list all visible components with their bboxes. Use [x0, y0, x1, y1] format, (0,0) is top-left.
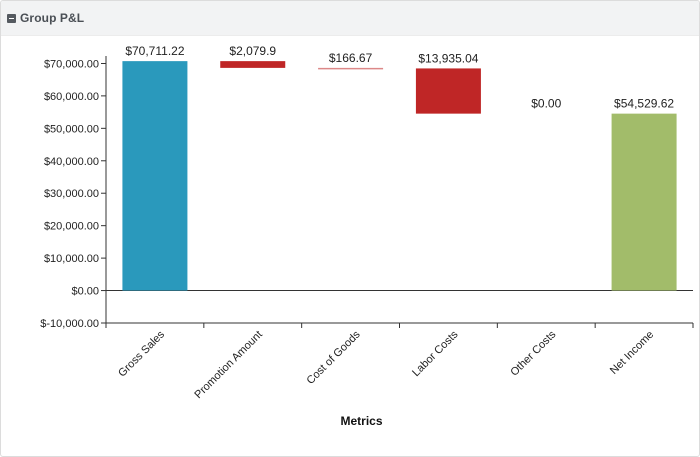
bar-promotion-amount	[220, 61, 286, 68]
y-tick-label: $70,000.00	[44, 58, 99, 70]
y-tick-label: $10,000.00	[44, 253, 99, 265]
x-tick-label: Gross Sales	[116, 328, 167, 379]
data-label: $0.00	[531, 97, 561, 111]
data-label: $13,935.04	[418, 51, 478, 65]
bar-net-income	[611, 113, 677, 291]
y-tick-label: $20,000.00	[44, 221, 99, 233]
minus-square-icon[interactable]	[7, 14, 16, 23]
y-tick-label: $-10,000.00	[40, 318, 99, 330]
panel-header: Group P&L	[1, 1, 699, 36]
y-tick-label: $80,000.00	[44, 36, 99, 38]
y-tick-label: $50,000.00	[44, 123, 99, 135]
y-tick-label: $30,000.00	[44, 188, 99, 200]
bar-gross-sales	[122, 61, 188, 291]
x-tick-label: Promotion Amount	[192, 329, 264, 401]
x-tick-label: Cost of Goods	[304, 328, 363, 387]
data-label: $70,711.22	[125, 44, 184, 58]
y-tick-label: $40,000.00	[44, 156, 99, 168]
panel-title: Group P&L	[20, 11, 85, 25]
y-tick-label: $60,000.00	[44, 91, 99, 103]
x-axis-title: Metrics	[340, 414, 382, 428]
data-label: $2,079.9	[229, 44, 276, 58]
x-tick-label: Other Costs	[508, 328, 558, 378]
bar-labor-costs	[415, 68, 481, 114]
bar-cost-of-goods	[318, 67, 384, 70]
x-tick-label: Labor Costs	[410, 328, 461, 379]
chart-area: $80,000.00 $70,000.00 $60,000.00 $50,000.00…	[1, 36, 699, 456]
data-label: $166.67	[329, 51, 373, 65]
y-tick-label: $0.00	[71, 286, 99, 298]
waterfall-chart: $80,000.00 $70,000.00 $60,000.00 $50,000.00…	[40, 36, 694, 428]
x-tick-label: Net Income	[608, 329, 656, 377]
data-label: $54,529.62	[614, 97, 674, 111]
